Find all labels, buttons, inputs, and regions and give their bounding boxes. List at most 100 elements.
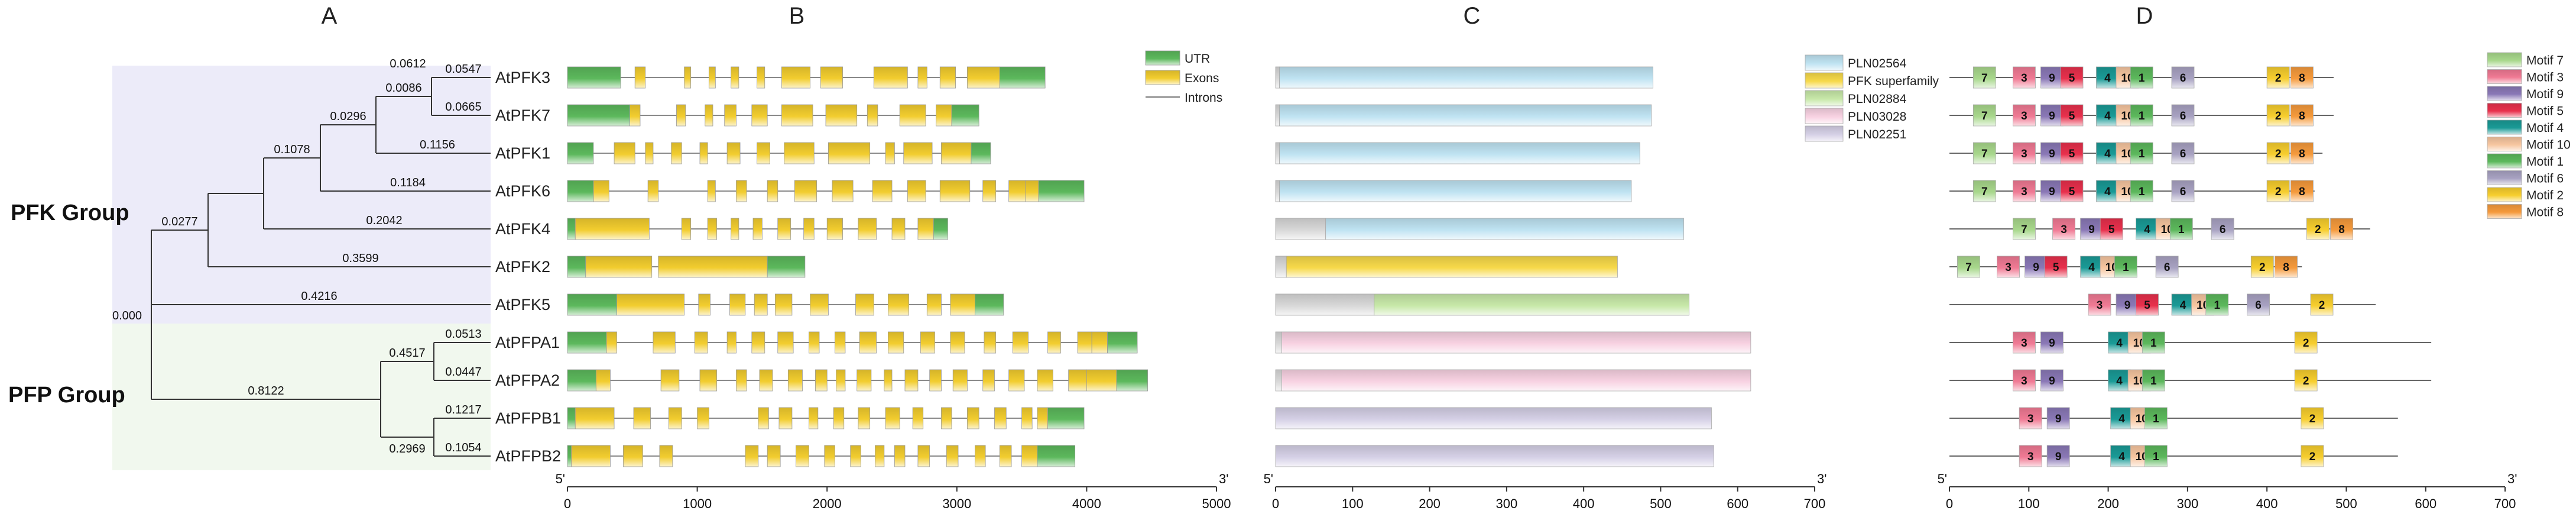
motif-block (2040, 369, 2064, 392)
motif-number: 1 (2139, 110, 2145, 122)
branch-length-label: 0.2042 (366, 214, 402, 227)
axis-tick-label: 0 (564, 496, 571, 511)
motif-block (2136, 218, 2159, 240)
utr-block (975, 293, 1004, 316)
motif-block (2116, 293, 2139, 316)
axis-tick-label: 400 (1573, 496, 1595, 511)
motif-legend-swatch (2487, 187, 2522, 202)
branch-length-label: 0.3599 (342, 252, 378, 265)
exon-block (999, 445, 1012, 467)
domain-block (1374, 293, 1690, 316)
legend-label: Introns (1185, 91, 1222, 105)
motif-block (1972, 180, 1996, 202)
motif-number: 5 (2144, 299, 2150, 312)
motif-legend-label: Motif 7 (2526, 54, 2564, 67)
motif-number: 1 (2139, 72, 2145, 85)
exon-block (660, 369, 680, 392)
motif-block (2171, 180, 2195, 202)
exon-block (658, 256, 768, 278)
branch-length-label: 0.0447 (445, 366, 481, 379)
domain-block (1279, 104, 1652, 127)
axis-tick-label: 300 (2176, 496, 2198, 511)
motif-number: 4 (2118, 413, 2125, 425)
motif-block (2294, 331, 2318, 354)
motif-block (2130, 180, 2153, 202)
motif-number: 3 (2027, 413, 2034, 425)
gene-name-label: AtPFK5 (495, 296, 550, 314)
utr-block (767, 256, 806, 278)
exon-block (757, 66, 765, 89)
utr-block (567, 104, 630, 127)
branch-length-label: 0.4517 (389, 347, 425, 360)
domain-block (1275, 445, 1714, 467)
motif-number: 1 (2139, 186, 2145, 198)
domain-legend-label: PLN02564 (1848, 57, 1907, 70)
exon-block (736, 180, 747, 202)
exon-block (647, 180, 659, 202)
legend-label: UTR (1185, 52, 1210, 66)
axis-tick-label: 4000 (1072, 496, 1101, 511)
motif-block (2266, 180, 2290, 202)
exon-block (824, 445, 835, 467)
motif-number: 1 (2123, 261, 2129, 274)
motif-legend-swatch (2487, 52, 2522, 67)
motif-number: 3 (2021, 72, 2027, 85)
exon-block (697, 407, 709, 429)
motif-legend-label: Motif 8 (2526, 206, 2564, 219)
axis-tick-label: 500 (1650, 496, 1672, 511)
motif-number: 9 (2049, 110, 2055, 122)
motif-number: 1 (2153, 413, 2159, 425)
gene-name-label: AtPFPA2 (495, 371, 560, 389)
exon-block (929, 369, 942, 392)
exon-block (982, 180, 997, 202)
motif-legend-label: Motif 2 (2526, 189, 2564, 202)
motif-number: 1 (2214, 299, 2220, 312)
exon-block (1008, 369, 1025, 392)
motif-number: 5 (2069, 110, 2075, 122)
axis-tick-label: 100 (2018, 496, 2040, 511)
motif-number: 9 (2049, 186, 2055, 198)
exon-block (856, 369, 872, 392)
motif-number: 7 (1981, 148, 1988, 160)
exon-block (681, 218, 692, 240)
motif-number: 6 (2180, 110, 2186, 122)
domain-legend-swatch (1805, 108, 1844, 124)
exon-block (891, 218, 906, 240)
exon-block (855, 293, 874, 316)
exon-block (820, 66, 843, 89)
motif-number: 7 (1965, 261, 1972, 274)
domain-block (1275, 369, 1282, 392)
exon-block (858, 407, 871, 429)
exon-block (912, 407, 924, 429)
exon-block (952, 369, 968, 392)
motif-number: 8 (2299, 72, 2305, 85)
exon-block (926, 293, 942, 316)
motif-block (2046, 445, 2070, 467)
branch-length-label: 0.0086 (385, 82, 421, 95)
exon-block (809, 407, 819, 429)
exon-block (731, 218, 739, 240)
motif-block (2013, 104, 2036, 127)
motif-number: 6 (2180, 148, 2186, 160)
motif-block (2301, 407, 2324, 429)
pfp-group-label: PFP Group (8, 383, 125, 408)
domain-legend-label: PLN02884 (1848, 92, 1907, 106)
motif-number: 7 (2021, 224, 2027, 236)
branch-length-label: 0.1156 (420, 138, 455, 151)
exon-block (810, 293, 829, 316)
axis-tick-label: 1000 (683, 496, 712, 511)
utr-block (567, 293, 617, 316)
exon-block (950, 293, 975, 316)
domain-block (1325, 218, 1684, 240)
motif-legend-swatch (2487, 137, 2522, 151)
motif-block (2266, 104, 2290, 127)
motif-block (2060, 66, 2084, 89)
panel-label-b: B (789, 3, 805, 29)
domain-block (1281, 331, 1751, 354)
motif-number: 1 (2178, 224, 2185, 236)
exon-block (1068, 369, 1087, 392)
motif-block (2040, 180, 2064, 202)
axis-tick-label: 300 (1495, 496, 1517, 511)
motif-number: 9 (2049, 337, 2055, 350)
